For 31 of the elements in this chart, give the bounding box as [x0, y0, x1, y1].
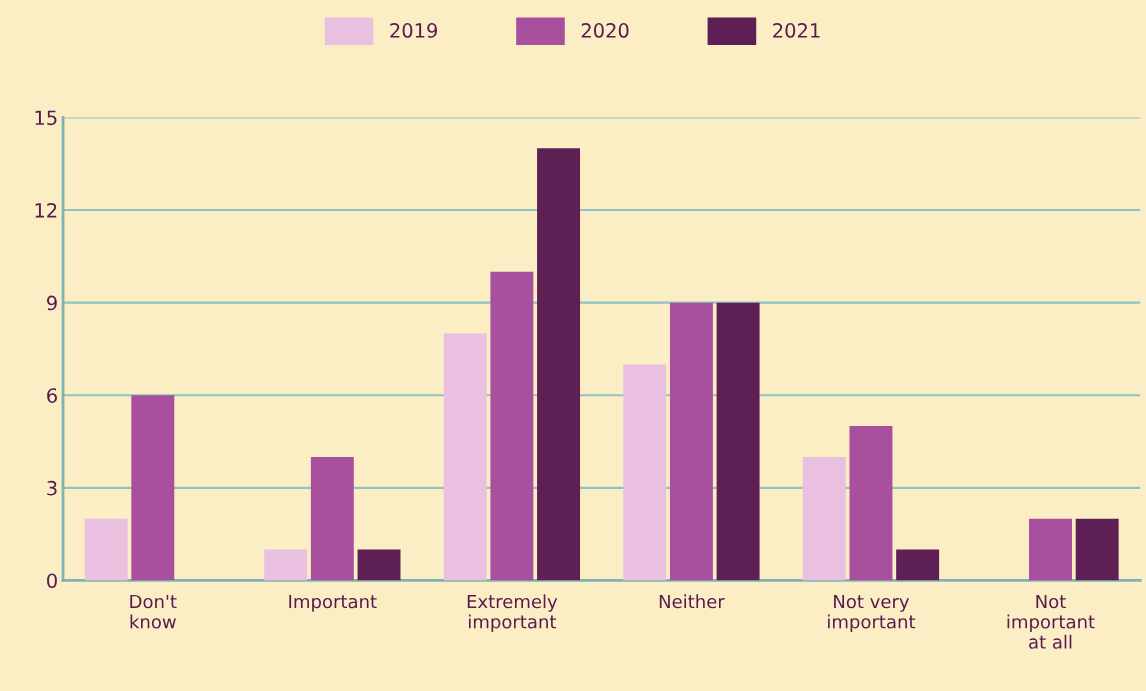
y-tick-label: 3: [47, 480, 57, 496]
y-tick-label: 6: [47, 388, 57, 403]
x-tick-label: Neither: [659, 594, 725, 609]
bar: [1029, 518, 1072, 581]
legend-label: 2021: [773, 23, 820, 38]
bar: [537, 148, 581, 581]
bar: [669, 302, 713, 581]
x-tick-label: Don't know: [130, 594, 177, 629]
x-tick-label: Not very important: [828, 594, 916, 633]
x-tick-label: Not important at all: [1007, 594, 1095, 649]
legend-label: 2019: [390, 23, 438, 38]
legend-label: 2020: [581, 23, 629, 38]
y-tick-label: 0: [47, 573, 57, 589]
bar: [490, 271, 534, 581]
bar: [84, 518, 128, 581]
bar: [357, 549, 401, 581]
y-tick-label: 15: [35, 110, 57, 126]
bar: [716, 302, 760, 581]
bar: [310, 456, 354, 581]
bar: [1075, 518, 1119, 581]
bar: [443, 333, 487, 581]
x-tick-label: Extremely important: [467, 594, 558, 633]
y-tick-label: 12: [35, 203, 57, 218]
bar: [849, 426, 893, 581]
bar: [131, 395, 175, 581]
bar: [264, 549, 308, 581]
y-tick-label: 9: [47, 295, 57, 311]
bar: [802, 456, 846, 581]
x-tick-label: Important: [289, 594, 377, 612]
bar: [896, 549, 940, 581]
bar: [623, 364, 667, 581]
